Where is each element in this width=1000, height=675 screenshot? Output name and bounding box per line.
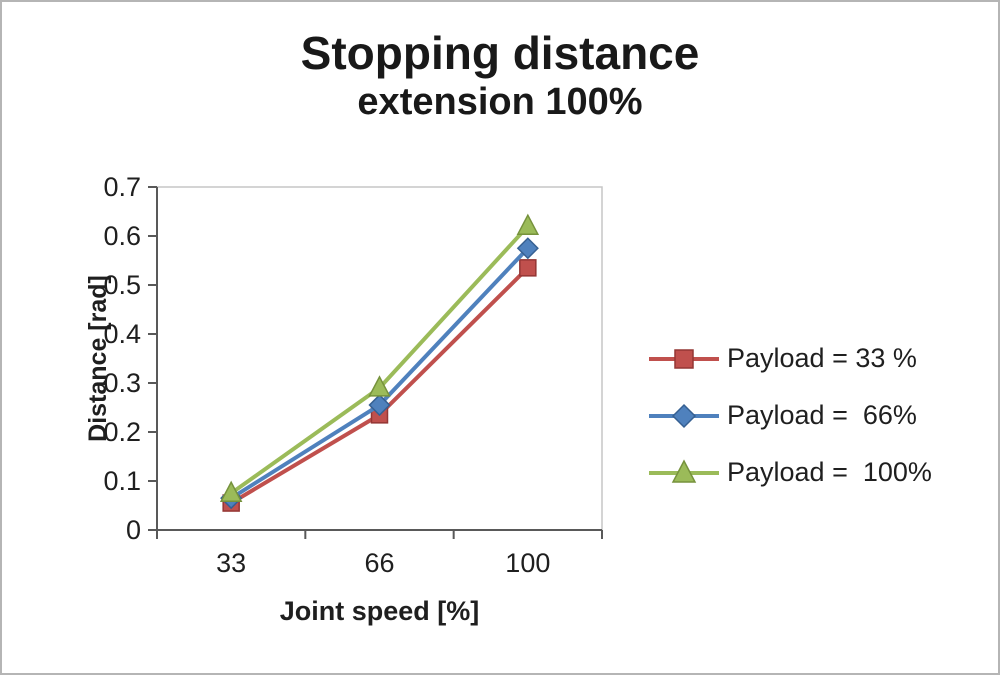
y-tick-label: 0.4 — [103, 319, 141, 349]
y-tick-label: 0.2 — [103, 417, 141, 447]
y-tick-label: 0.6 — [103, 221, 141, 251]
chart-title-line1: Stopping distance — [300, 27, 700, 79]
legend-item: Payload = 33 % — [647, 330, 932, 387]
y-axis-title: Distance [rad] — [84, 275, 112, 442]
legend-marker-diamond — [649, 403, 719, 428]
y-tick-label: 0.1 — [103, 466, 141, 496]
x-tick-label: 66 — [364, 548, 394, 578]
x-axis-title: Joint speed [%] — [280, 596, 480, 626]
chart-title: Stopping distance extension 100% — [2, 28, 998, 126]
legend-item: Payload = 66% — [647, 387, 932, 444]
legend-label: Payload = 100% — [727, 457, 932, 487]
x-tick-label: 33 — [216, 548, 246, 578]
y-tick-label: 0.5 — [103, 270, 141, 300]
chart-title-line2: extension 100% — [357, 80, 643, 123]
legend-item: Payload = 100% — [647, 444, 932, 501]
y-axis: 0 0.1 0.2 0.3 0.4 0.5 0.6 0.7 — [103, 172, 157, 545]
x-axis: 33 66 100 — [156, 530, 603, 578]
legend-label: Payload = 33 % — [727, 343, 917, 373]
legend-marker-square — [649, 348, 719, 369]
legend-marker-triangle — [649, 458, 719, 483]
legend-label: Payload = 66% — [727, 400, 917, 430]
y-tick-label: 0 — [126, 515, 141, 545]
plot-border — [156, 186, 603, 531]
y-tick-label: 0.7 — [103, 172, 141, 202]
chart-legend: Payload = 33 % Payload = 66% Payload = 100… — [647, 330, 932, 501]
series-line — [230, 224, 530, 495]
x-tick-label: 100 — [505, 548, 550, 578]
y-tick-label: 0.3 — [103, 368, 141, 398]
series-triangle — [219, 213, 540, 502]
